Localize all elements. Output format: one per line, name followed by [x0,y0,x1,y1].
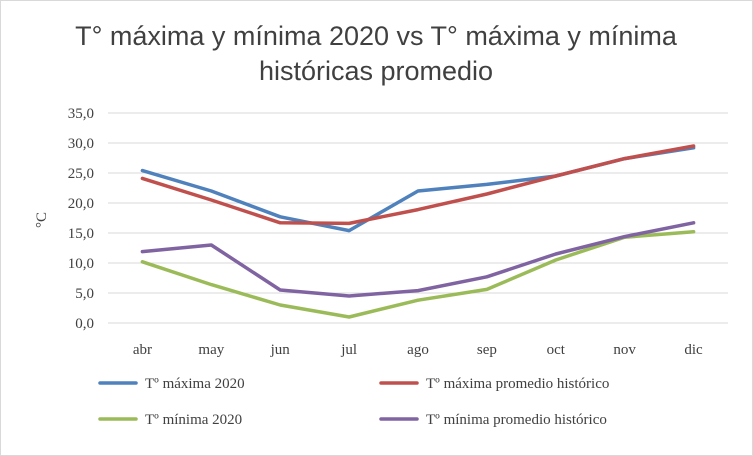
data-point [485,182,489,186]
y-tick-label: 25,0 [68,166,94,182]
data-point [140,250,144,254]
legend-label: Tº mínima 2020 [145,412,242,428]
data-point [692,230,696,234]
series-line-2 [140,144,696,226]
data-point [278,288,282,292]
y-tick-label: 15,0 [68,226,94,242]
data-point [554,174,558,178]
chart-title-line-2: históricas promedio [259,56,493,86]
data-point [347,294,351,298]
data-point [347,315,351,319]
gridlines [108,112,728,324]
data-point [347,221,351,225]
y-tick-label: 20,0 [68,196,94,212]
x-tick-label: jul [340,342,357,358]
series-line-4 [140,221,696,298]
data-point [278,303,282,307]
x-tick-label: jun [270,342,291,358]
data-point [209,198,213,202]
series-line-3 [140,230,696,319]
chart-title-line-1: T° máxima y mínima 2020 vs T° máxima y m… [75,21,678,51]
data-point [554,258,558,262]
y-tick-label: 10,0 [68,256,94,272]
series-line-1 [140,146,696,233]
x-tick-label: sep [477,342,497,358]
y-tick-label: 0,0 [75,316,94,332]
data-point [140,260,144,264]
data-point [278,215,282,219]
legend-label: Tº máxima 2020 [145,376,245,392]
data-point [140,176,144,180]
data-point [416,208,420,212]
x-tick-label: abr [133,342,152,358]
legend-label: Tº mínima promedio histórico [426,412,607,428]
y-tick-label: 35,0 [68,106,94,122]
data-point [692,221,696,225]
data-point [416,189,420,193]
data-point [485,192,489,196]
x-tick-label: nov [613,342,636,358]
y-tick-label: 30,0 [68,136,94,152]
data-point [554,252,558,256]
data-point [347,229,351,233]
data-point [485,287,489,291]
data-point [140,169,144,173]
data-point [692,144,696,148]
data-point [485,275,489,279]
legend-label: Tº máxima promedio histórico [426,376,609,392]
series-lines [140,144,696,319]
data-point [209,243,213,247]
x-tick-label: ago [407,342,429,358]
x-tick-label: may [198,342,224,358]
legend: Tº máxima 2020 Tº máxima promedio históri… [98,376,609,428]
x-tick-label: dic [684,342,703,358]
data-point [209,189,213,193]
data-point [623,235,627,239]
y-tick-label: 5,0 [75,286,94,302]
y-tick-labels: 0,0 5,0 10,0 15,0 20,0 25,0 30,0 35,0 [68,106,94,332]
data-point [278,221,282,225]
x-tick-labels: abr may jun jul ago sep oct nov dic [133,342,703,358]
y-axis-label: °C [34,212,50,228]
data-point [623,157,627,161]
data-point [416,298,420,302]
x-tick-label: oct [547,342,566,358]
data-point [209,283,213,287]
data-point [416,289,420,293]
